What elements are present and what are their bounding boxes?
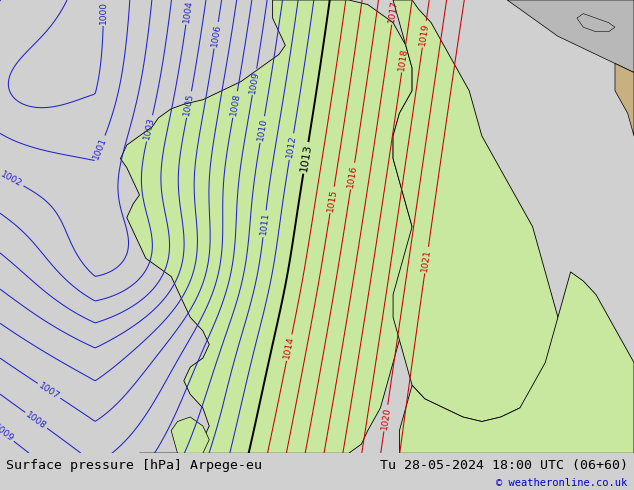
Text: 1014: 1014 xyxy=(283,336,296,360)
Text: 1016: 1016 xyxy=(346,164,359,188)
Text: 1001: 1001 xyxy=(92,136,108,161)
Polygon shape xyxy=(171,417,209,453)
Text: Surface pressure [hPa] Arpege-eu: Surface pressure [hPa] Arpege-eu xyxy=(6,459,262,471)
Text: 1020: 1020 xyxy=(380,406,392,430)
Text: 1006: 1006 xyxy=(210,23,223,47)
Text: 1019: 1019 xyxy=(418,22,430,46)
Polygon shape xyxy=(577,14,615,32)
Polygon shape xyxy=(615,63,634,136)
Polygon shape xyxy=(393,0,571,421)
Text: 1005: 1005 xyxy=(183,93,195,117)
Text: 1009: 1009 xyxy=(0,422,15,443)
Text: 1012: 1012 xyxy=(285,135,298,159)
Polygon shape xyxy=(399,272,634,453)
Polygon shape xyxy=(120,0,418,453)
Text: 1007: 1007 xyxy=(37,381,61,401)
Polygon shape xyxy=(507,0,634,73)
Text: 1000: 1000 xyxy=(99,1,108,24)
Text: 1013: 1013 xyxy=(299,143,313,172)
Text: 1015: 1015 xyxy=(326,188,339,212)
Text: 1018: 1018 xyxy=(398,47,410,71)
Text: 1003: 1003 xyxy=(143,116,157,141)
Text: 1021: 1021 xyxy=(420,248,432,272)
Text: Tu 28-05-2024 18:00 UTC (06+60): Tu 28-05-2024 18:00 UTC (06+60) xyxy=(380,459,628,471)
Text: 1002: 1002 xyxy=(0,170,24,189)
Text: 1011: 1011 xyxy=(259,212,270,236)
Text: 1004: 1004 xyxy=(182,0,194,24)
Text: 1008: 1008 xyxy=(229,93,242,117)
Text: © weatheronline.co.uk: © weatheronline.co.uk xyxy=(496,478,628,489)
Text: 1017: 1017 xyxy=(387,0,399,24)
Text: 1010: 1010 xyxy=(256,118,269,142)
Text: 1009: 1009 xyxy=(248,70,261,94)
Text: 1008: 1008 xyxy=(24,410,48,431)
